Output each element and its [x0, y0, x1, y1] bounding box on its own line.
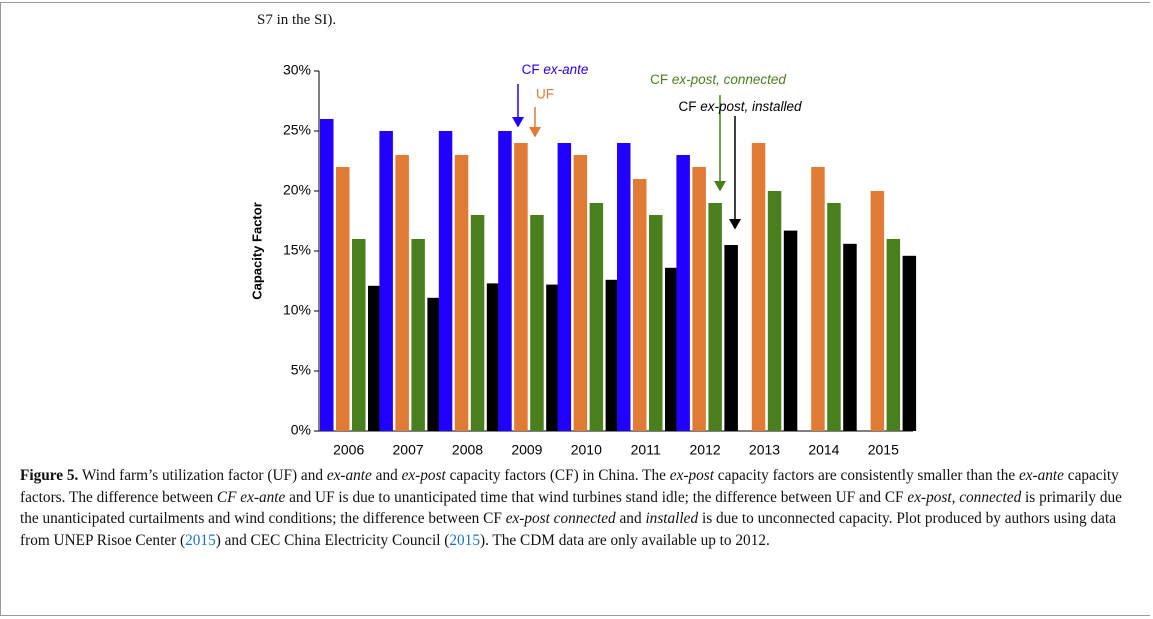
y-tick-label: 10% [283, 302, 311, 318]
y-tick-label: 5% [291, 362, 311, 378]
caption-text: ex-post connected [505, 510, 616, 527]
bar [870, 191, 885, 431]
x-tick-label: 2015 [868, 442, 899, 458]
bar [811, 167, 825, 431]
bar [454, 155, 469, 431]
x-tick-label: 2010 [571, 442, 602, 458]
caption-text: ex-post [669, 467, 714, 484]
bar [617, 143, 631, 431]
bar [320, 119, 334, 431]
caption-text: and UF is due to unanticipated time that… [285, 488, 908, 506]
caption-text: and [615, 510, 646, 527]
y-tick-label: 20% [283, 182, 311, 198]
caption-text: installed [645, 510, 699, 527]
bar [530, 215, 544, 431]
bar [514, 143, 528, 431]
caption-text: CF ex-ante [216, 488, 286, 506]
caption-text: and [371, 467, 402, 484]
chart: Capacity Factor 0% 5% 10% 15% 20% 25% 30% 2006 2… [249, 62, 917, 458]
x-tick-label: 2006 [333, 442, 364, 458]
x-tick-label: 2012 [690, 442, 721, 458]
x-tick-label: 2011 [631, 442, 661, 458]
bar [724, 245, 738, 431]
bar [665, 267, 679, 431]
caption-text: is due to unconnected capacity. Plot pro… [20, 510, 1117, 549]
x-tick-label: 2007 [393, 442, 424, 458]
bar [827, 203, 841, 431]
series-label: CF ex-ante [522, 62, 589, 77]
bar [573, 155, 588, 431]
citation-link[interactable]: 2015 [449, 531, 480, 549]
bar [886, 239, 901, 431]
x-tick-label: 2014 [808, 442, 839, 458]
bar [498, 131, 512, 431]
bar [633, 179, 647, 431]
bar [486, 283, 501, 431]
y-tick-label: 0% [291, 422, 311, 438]
bar [379, 131, 393, 431]
citation-link[interactable]: 2015 [185, 531, 216, 549]
figure-caption: Figure 5. Wind farm’s utilization factor… [20, 465, 1140, 551]
bar [546, 284, 560, 431]
bar [470, 215, 485, 431]
caption-text: ex-ante [1018, 467, 1064, 484]
bar [411, 239, 425, 431]
bar [692, 167, 706, 431]
series-label: UF [536, 87, 554, 102]
bar [368, 285, 382, 431]
caption-text: ) and CEC China Electricity Council ( [215, 531, 450, 549]
caption-text: ex-post, connected [907, 488, 1022, 506]
bar [438, 131, 453, 431]
bar [427, 297, 441, 431]
bar [676, 155, 690, 431]
caption-text: ). The CDM data are only available up to… [479, 531, 770, 549]
caption-text: Wind farm’s utilization factor (UF) and [78, 467, 327, 484]
y-tick-label: 30% [283, 62, 311, 78]
bar [605, 279, 620, 431]
x-tick-label: 2009 [511, 442, 542, 458]
y-axis-title: Capacity Factor [249, 202, 264, 300]
caption-text: capacity factors. The difference between [20, 467, 1119, 506]
bar [708, 203, 722, 431]
caption-label: Figure 5. [20, 467, 79, 484]
bar [783, 230, 798, 431]
bar [557, 143, 572, 431]
caption-text: is primarily due the unanticipated curta… [20, 488, 1122, 528]
caption-text: capacity factors are consistently smalle… [713, 467, 1019, 484]
preceding-text: S7 in the SI). [257, 12, 337, 28]
bar [352, 239, 366, 431]
caption-text: ex-post [401, 467, 446, 484]
series-label: CF ex-post, installed [678, 99, 802, 114]
x-tick-label: 2013 [749, 442, 780, 458]
caption-text: capacity factors (CF) in China. The [445, 467, 670, 484]
series-label: CF ex-post, connected [650, 72, 786, 87]
bar [843, 243, 857, 431]
bar [649, 215, 663, 431]
bar [336, 167, 350, 431]
bar [751, 143, 766, 431]
bar [902, 255, 917, 431]
bar [767, 191, 782, 431]
y-tick-label: 15% [283, 242, 311, 258]
caption-text: ex-ante [326, 467, 372, 484]
bar [395, 155, 409, 431]
bar [589, 203, 604, 431]
y-tick-label: 25% [283, 122, 311, 138]
x-tick-label: 2008 [452, 442, 483, 458]
